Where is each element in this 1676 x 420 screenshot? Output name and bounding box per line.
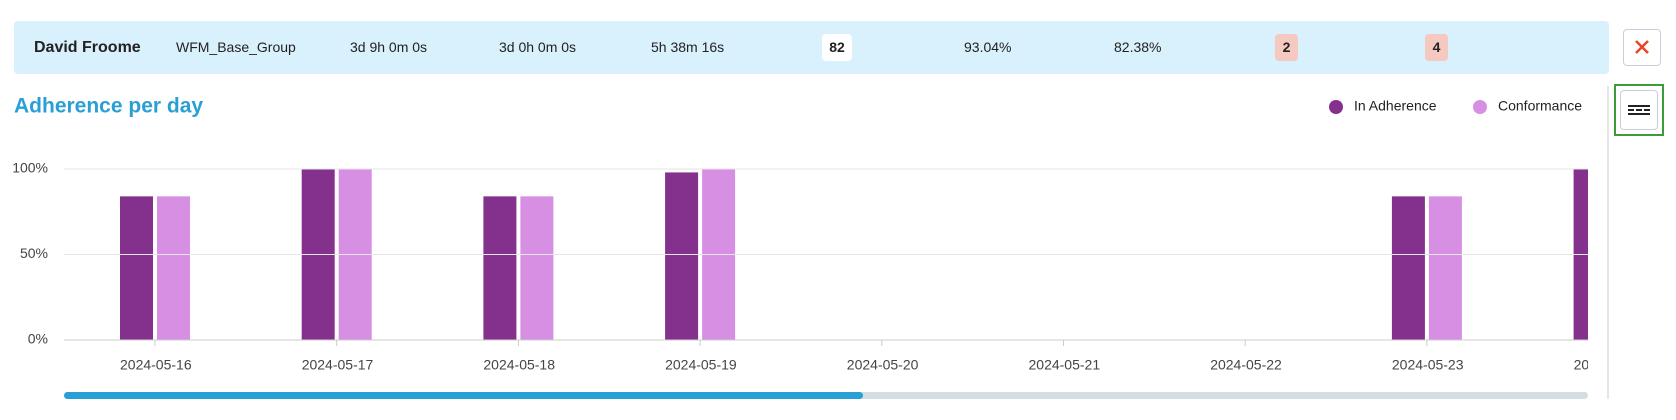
cell: 3d 9h 0m 0s — [350, 39, 428, 55]
scroll-thumb[interactable] — [64, 392, 863, 399]
x-tick-label: 2024-05-23 — [1392, 357, 1464, 373]
cell: 93.04% — [964, 39, 1012, 55]
agent-row[interactable]: David Froome WFM_Base_Group 3d 9h 0m 0s … — [14, 21, 1609, 74]
legend-marker — [1473, 100, 1487, 114]
x-tick-label: 2024-05-22 — [1210, 357, 1282, 373]
cell: 5h 38m 16s — [651, 39, 725, 55]
y-tick-label: 50% — [20, 245, 48, 261]
bar — [702, 169, 736, 340]
group: WFM_Base_Group — [176, 39, 296, 55]
view-toggle-button[interactable] — [1620, 90, 1658, 130]
close-icon — [1635, 40, 1649, 54]
bar — [665, 172, 699, 340]
y-tick-label: 0% — [28, 331, 48, 347]
x-tick-label: 2024-05-19 — [665, 357, 737, 373]
x-tick-label: 2024-05-18 — [483, 357, 555, 373]
x-tick-label: 2024-05-17 — [302, 357, 374, 373]
bar — [1428, 196, 1462, 340]
highlight — [1614, 84, 1664, 136]
y-tick-label: 100% — [12, 160, 48, 176]
legend-label: Conformance — [1498, 98, 1582, 114]
bar — [520, 196, 554, 340]
chart-title: Adherence per day — [14, 95, 203, 118]
agent-name: David Froome — [34, 39, 141, 56]
scroll-track[interactable] — [64, 392, 1588, 399]
bar — [1391, 196, 1425, 340]
bar — [120, 196, 153, 340]
bar — [301, 169, 335, 340]
bar — [157, 196, 190, 340]
plot: 2024-05-16 2024-05-17 2024-05-18 2024-05-19… — [120, 169, 1590, 373]
bar — [1573, 169, 1588, 340]
bar — [483, 196, 517, 340]
close-button[interactable] — [1623, 29, 1661, 66]
x-tick-label: 2024-05-16 — [120, 357, 192, 373]
x-tick-label: 20 — [1574, 357, 1590, 373]
badge: 82 — [822, 34, 852, 61]
cell: 82.38% — [1114, 39, 1162, 55]
bar — [338, 169, 372, 340]
badge: 4 — [1425, 34, 1448, 61]
legend-marker — [1329, 100, 1343, 114]
toggle-icon — [1628, 105, 1650, 115]
badge: 2 — [1275, 34, 1298, 61]
legend-label: In Adherence — [1354, 98, 1437, 114]
cell: 3d 0h 0m 0s — [499, 39, 577, 55]
x-tick-label: 2024-05-20 — [847, 357, 919, 373]
x-tick-label: 2024-05-21 — [1029, 357, 1101, 373]
